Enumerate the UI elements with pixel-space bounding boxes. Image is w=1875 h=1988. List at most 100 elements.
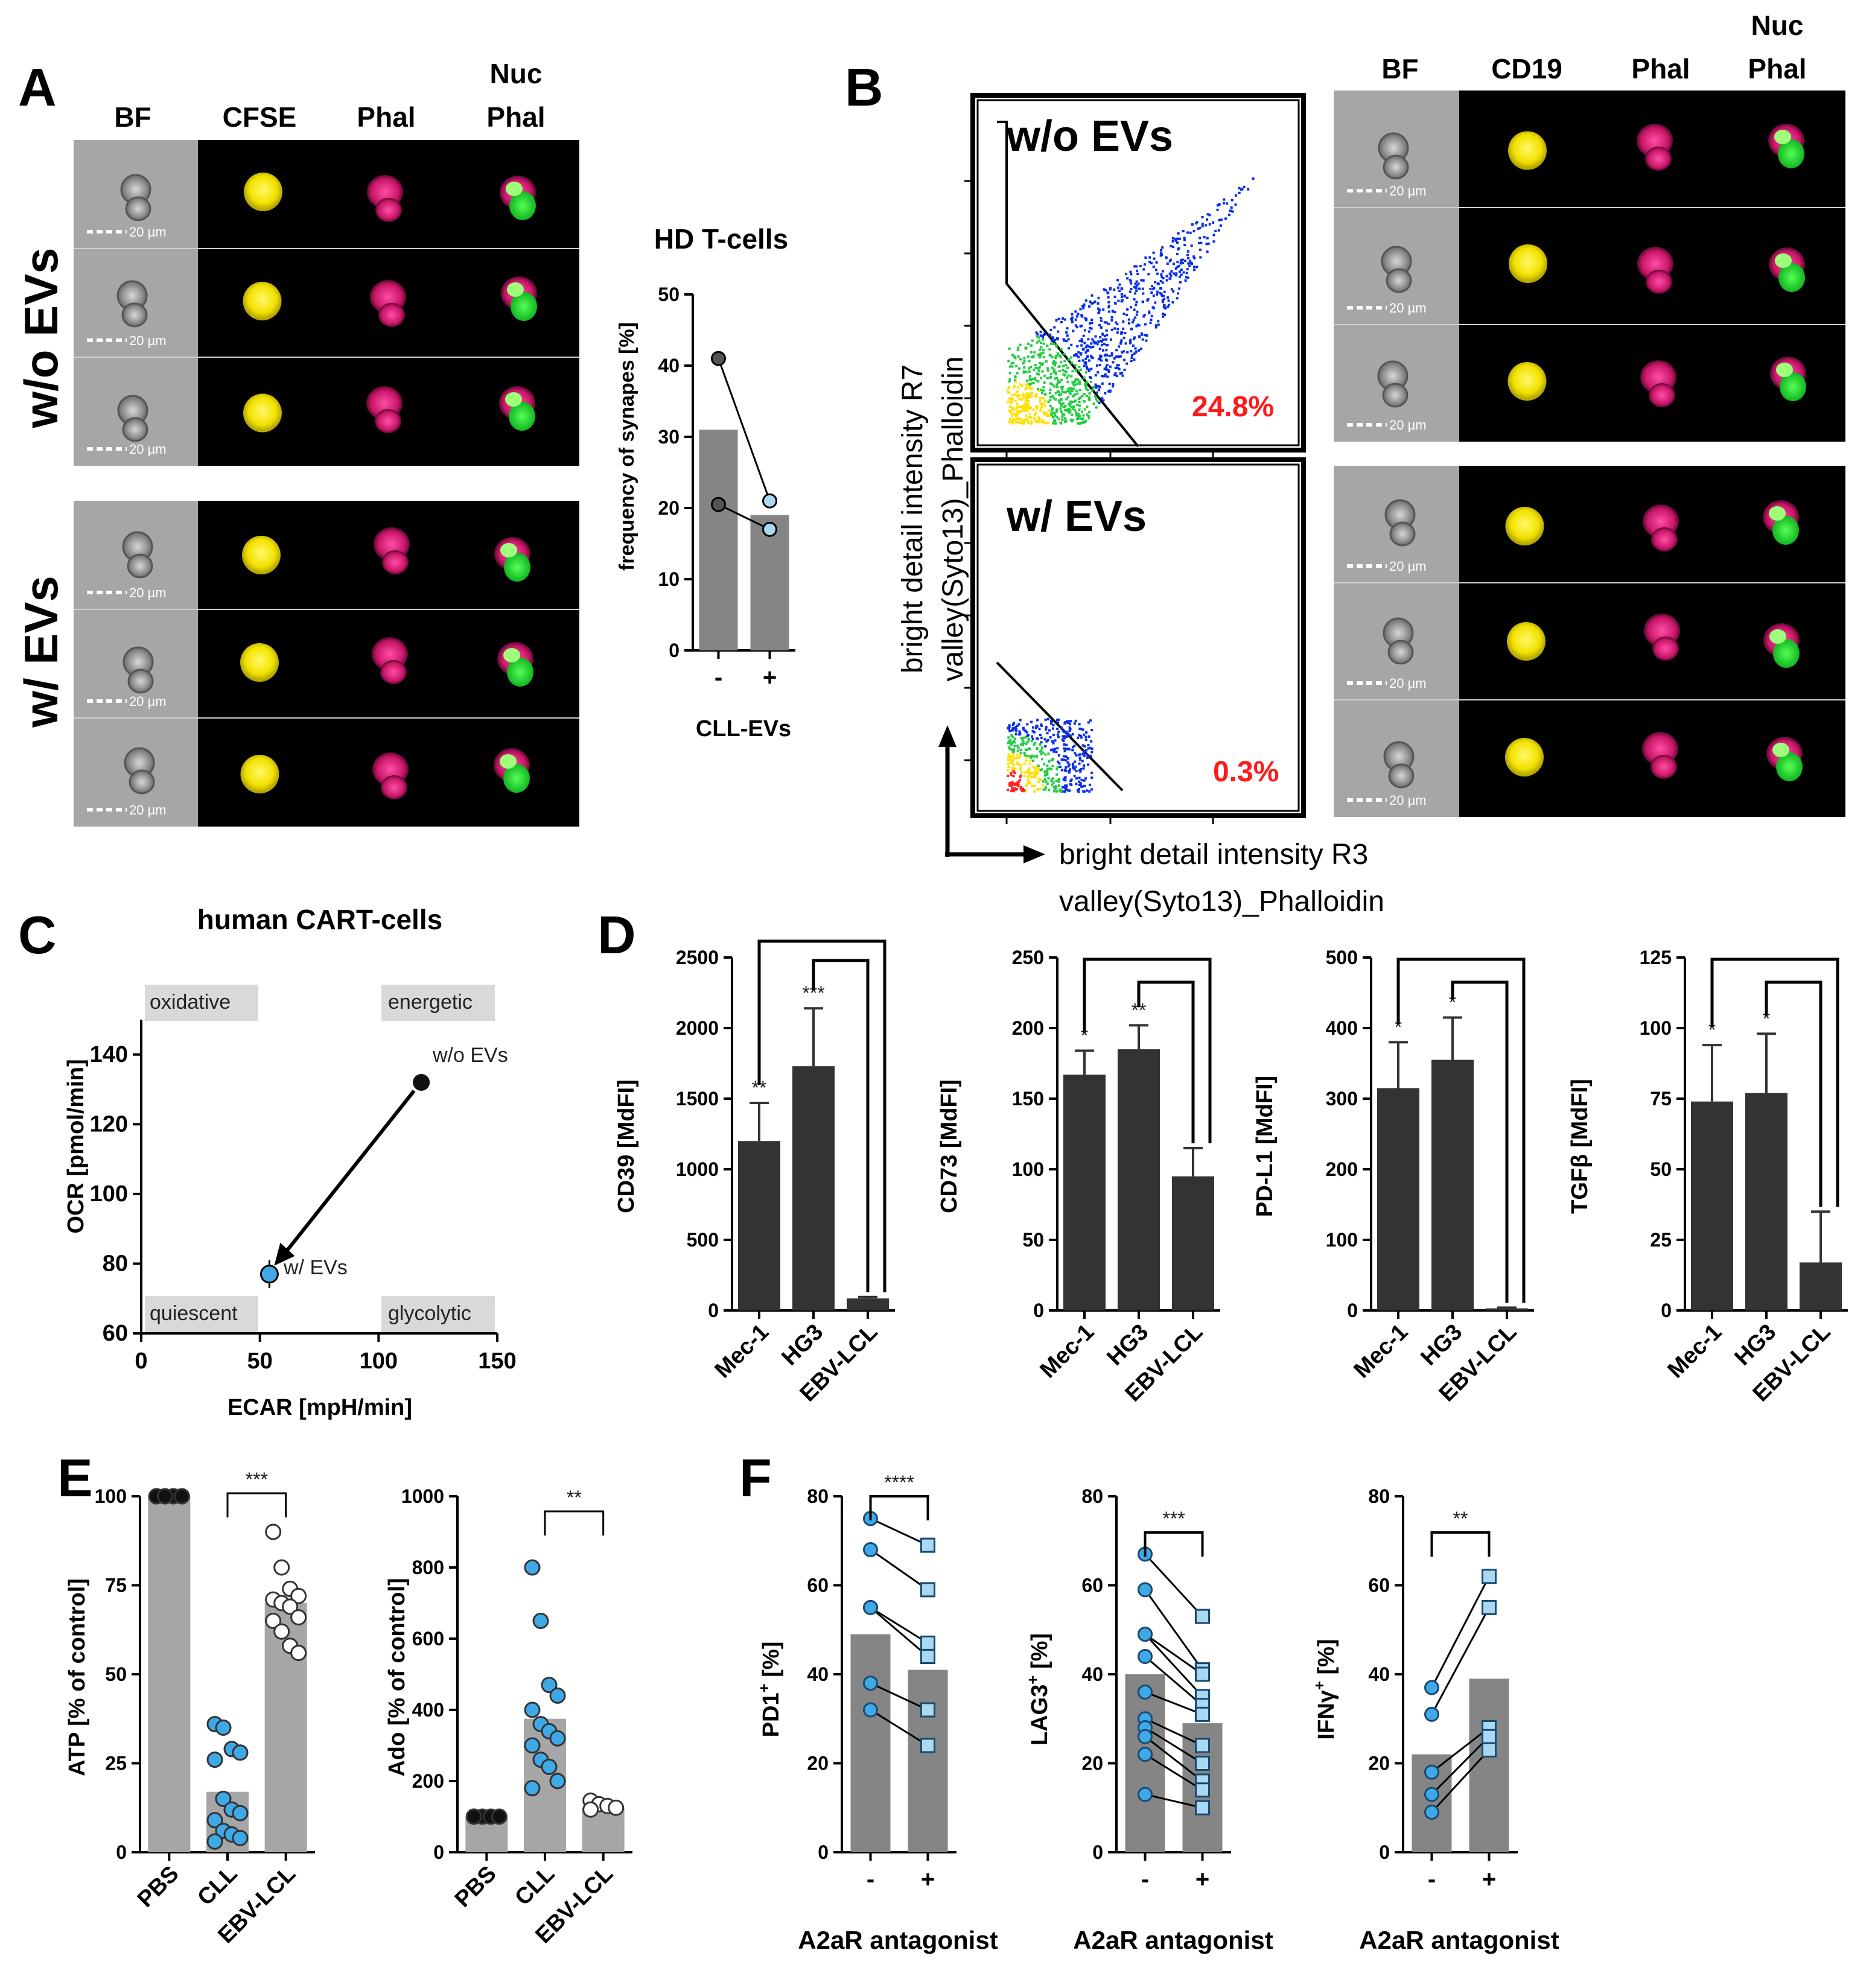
flow-dot xyxy=(1200,241,1203,244)
flow-dot xyxy=(1062,735,1065,738)
pd1-ytick-label: 0 xyxy=(818,1841,829,1863)
flow-dot xyxy=(1040,723,1043,726)
flow-dot xyxy=(1142,279,1145,282)
flow-dot xyxy=(1019,743,1022,746)
lag3-ytick-label: 20 xyxy=(1081,1753,1103,1774)
flow-dot xyxy=(1067,387,1070,390)
flow-dot xyxy=(1148,261,1151,264)
flow-dot xyxy=(1107,390,1110,393)
c-ytick-label: 100 xyxy=(90,1181,128,1207)
lag3-pair-line xyxy=(1144,1633,1203,1675)
flow-dot xyxy=(1033,731,1036,734)
flow-dot xyxy=(1084,319,1087,322)
flow-dot xyxy=(1028,782,1031,785)
flow-dot xyxy=(1076,315,1079,318)
flow-dot xyxy=(1046,764,1049,767)
flow-dot xyxy=(1040,376,1043,379)
scale-bar-label: 20 µm xyxy=(129,585,167,600)
fluor-cell xyxy=(1505,507,1544,545)
flow-dot xyxy=(1031,754,1034,757)
c-arrowhead xyxy=(274,1242,295,1266)
flow-dot xyxy=(1011,727,1014,730)
flow-dot xyxy=(1011,361,1014,364)
flow-dot xyxy=(1033,742,1036,745)
atp-point-1 xyxy=(206,1833,223,1850)
flow-dot xyxy=(1183,259,1186,262)
flow-dot xyxy=(1082,306,1085,310)
lag3-pair-line xyxy=(1144,1727,1203,1764)
flow-dot xyxy=(1073,775,1076,778)
flow-dot xyxy=(1139,348,1142,351)
flow-dot xyxy=(1055,773,1058,776)
flow-dot xyxy=(1079,734,1082,737)
flow-dot xyxy=(1205,243,1208,246)
flow-dot xyxy=(1018,398,1021,401)
flow-dot xyxy=(1071,762,1074,765)
flow-dot xyxy=(1087,721,1090,724)
b-col-nuc-header: Nuc xyxy=(1751,10,1804,41)
flow-dot xyxy=(1037,769,1040,772)
flow-dot xyxy=(1083,733,1086,736)
flow-dot xyxy=(1095,391,1098,394)
flow-ylabel-2: valley(Syto13)_Phalloidin xyxy=(937,357,969,682)
flow-dot xyxy=(1051,336,1054,339)
flow-dot xyxy=(1073,722,1076,725)
ado-point-1 xyxy=(532,1613,549,1629)
lag3-pair-line xyxy=(1144,1656,1203,1706)
flow-dot xyxy=(1113,302,1116,305)
flow-dot xyxy=(1084,735,1087,738)
flow-dot xyxy=(1170,270,1173,273)
flow-dot xyxy=(1052,742,1055,745)
lag3-ytick-label: 0 xyxy=(1092,1841,1103,1863)
flow-dot xyxy=(1057,379,1060,382)
flow-dot xyxy=(1010,400,1013,403)
flow-dot xyxy=(1135,265,1138,268)
pd1-point-minus xyxy=(863,1675,878,1691)
flow-dot xyxy=(1026,409,1029,412)
flow-dot xyxy=(1076,789,1079,792)
flow-dot xyxy=(1081,395,1084,398)
pd1-ytick-label: 40 xyxy=(807,1663,829,1685)
flow-dot xyxy=(1018,754,1021,757)
ifng-ytick-label: 0 xyxy=(1379,1841,1390,1863)
flow-dot xyxy=(1054,356,1057,359)
flow-plot-bottom-inner xyxy=(976,463,1300,812)
flow-dot xyxy=(1056,747,1059,750)
chart-pdl1: PD-L1 [MdFI] 0100200300400500Mec-1*HG3*E… xyxy=(1252,947,1534,1406)
flow-dot xyxy=(1050,780,1053,783)
flow-dot xyxy=(1016,757,1019,760)
flow-dot xyxy=(1042,780,1045,783)
flow-dot xyxy=(1130,360,1133,363)
scale-bar-label: 20 µm xyxy=(1389,300,1427,316)
flow-dot xyxy=(1020,737,1023,740)
flow-dot xyxy=(1113,311,1116,314)
flow-dot xyxy=(1064,784,1067,787)
hd_tcells-ytick-label: 10 xyxy=(658,568,680,590)
flow-dot xyxy=(1100,340,1103,343)
flow-dot xyxy=(1193,257,1196,260)
flow-dot xyxy=(1077,413,1080,416)
flow-dot xyxy=(1071,320,1074,323)
flow-dot xyxy=(1054,364,1057,367)
flow-dot xyxy=(1208,214,1211,217)
flow-dot xyxy=(1043,381,1046,384)
flow-dot xyxy=(1087,396,1090,399)
flow-dot xyxy=(1011,393,1014,396)
ifng-point-minus xyxy=(1424,1680,1439,1695)
flow-dot xyxy=(1028,387,1031,390)
flow-dot xyxy=(1052,419,1055,422)
flow-dot xyxy=(1087,338,1090,341)
flow-dot xyxy=(1025,392,1028,395)
ifng-point-minus xyxy=(1424,1786,1439,1802)
flow-dot xyxy=(1073,354,1076,357)
flow-dot xyxy=(1201,215,1204,218)
flow-dot xyxy=(1019,405,1022,408)
flow-dot xyxy=(1012,763,1015,766)
flow-dot xyxy=(1017,783,1020,786)
flow-dot xyxy=(1100,317,1103,320)
flow-dot xyxy=(1021,738,1024,742)
flow-dot xyxy=(1083,754,1086,757)
flow-dot xyxy=(1170,275,1173,278)
flow-dot xyxy=(1133,338,1136,341)
flow-dot xyxy=(1083,779,1086,782)
